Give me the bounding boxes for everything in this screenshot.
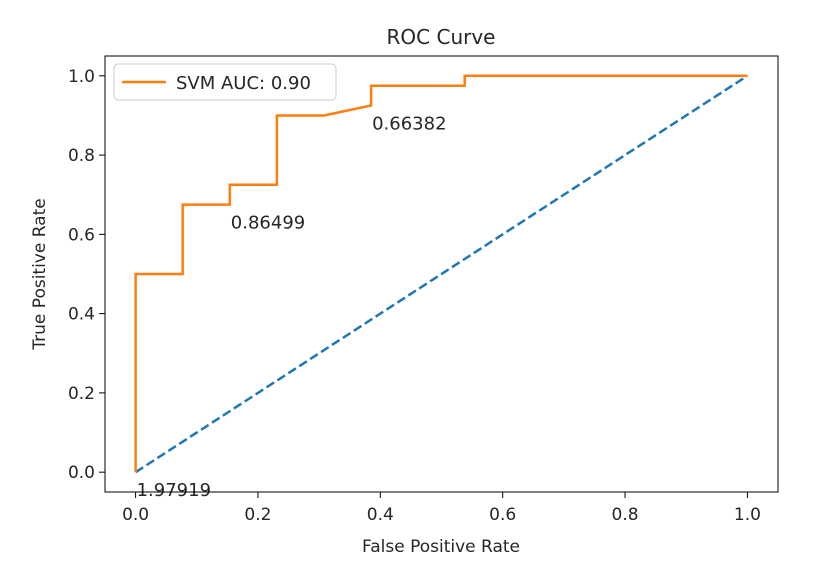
x-tick-label: 1.0	[734, 505, 761, 525]
y-tick-label: 0.4	[68, 305, 95, 325]
y-tick-label: 0.6	[68, 225, 95, 245]
threshold-annotation: 0.66382	[372, 114, 446, 135]
plot-area: 1.97919 0.86499 0.66382	[134, 74, 749, 501]
x-tick-label: 0.2	[244, 505, 271, 525]
x-tick-label: 0.6	[489, 505, 516, 525]
legend-frame	[113, 63, 337, 101]
x-tick-label: 0.8	[612, 505, 639, 525]
y-axis: 0.0 0.2 0.4 0.6 0.8 1.0	[68, 67, 105, 483]
legend: SVM AUC: 0.90	[113, 63, 337, 101]
x-axis: 0.0 0.2 0.4 0.6 0.8 1.0	[122, 492, 761, 525]
x-tick-label: 0.0	[122, 505, 149, 525]
x-axis-label: False Positive Rate	[362, 537, 520, 557]
legend-label-svm: SVM AUC: 0.90	[176, 73, 311, 94]
chance-line	[134, 74, 749, 474]
roc-line-svm	[134, 74, 748, 473]
plot-frame	[104, 55, 779, 493]
y-tick-label: 0.8	[68, 146, 95, 166]
threshold-annotation: 0.86499	[231, 213, 305, 234]
y-tick-label: 0.2	[68, 384, 95, 404]
threshold-annotation: 1.97919	[137, 480, 211, 501]
chart-title: ROC Curve	[387, 25, 496, 49]
y-tick-label: 0.0	[68, 463, 95, 483]
x-tick-label: 0.4	[367, 505, 394, 525]
y-axis-label: True Positive Rate	[30, 198, 50, 350]
y-tick-label: 1.0	[68, 67, 95, 87]
